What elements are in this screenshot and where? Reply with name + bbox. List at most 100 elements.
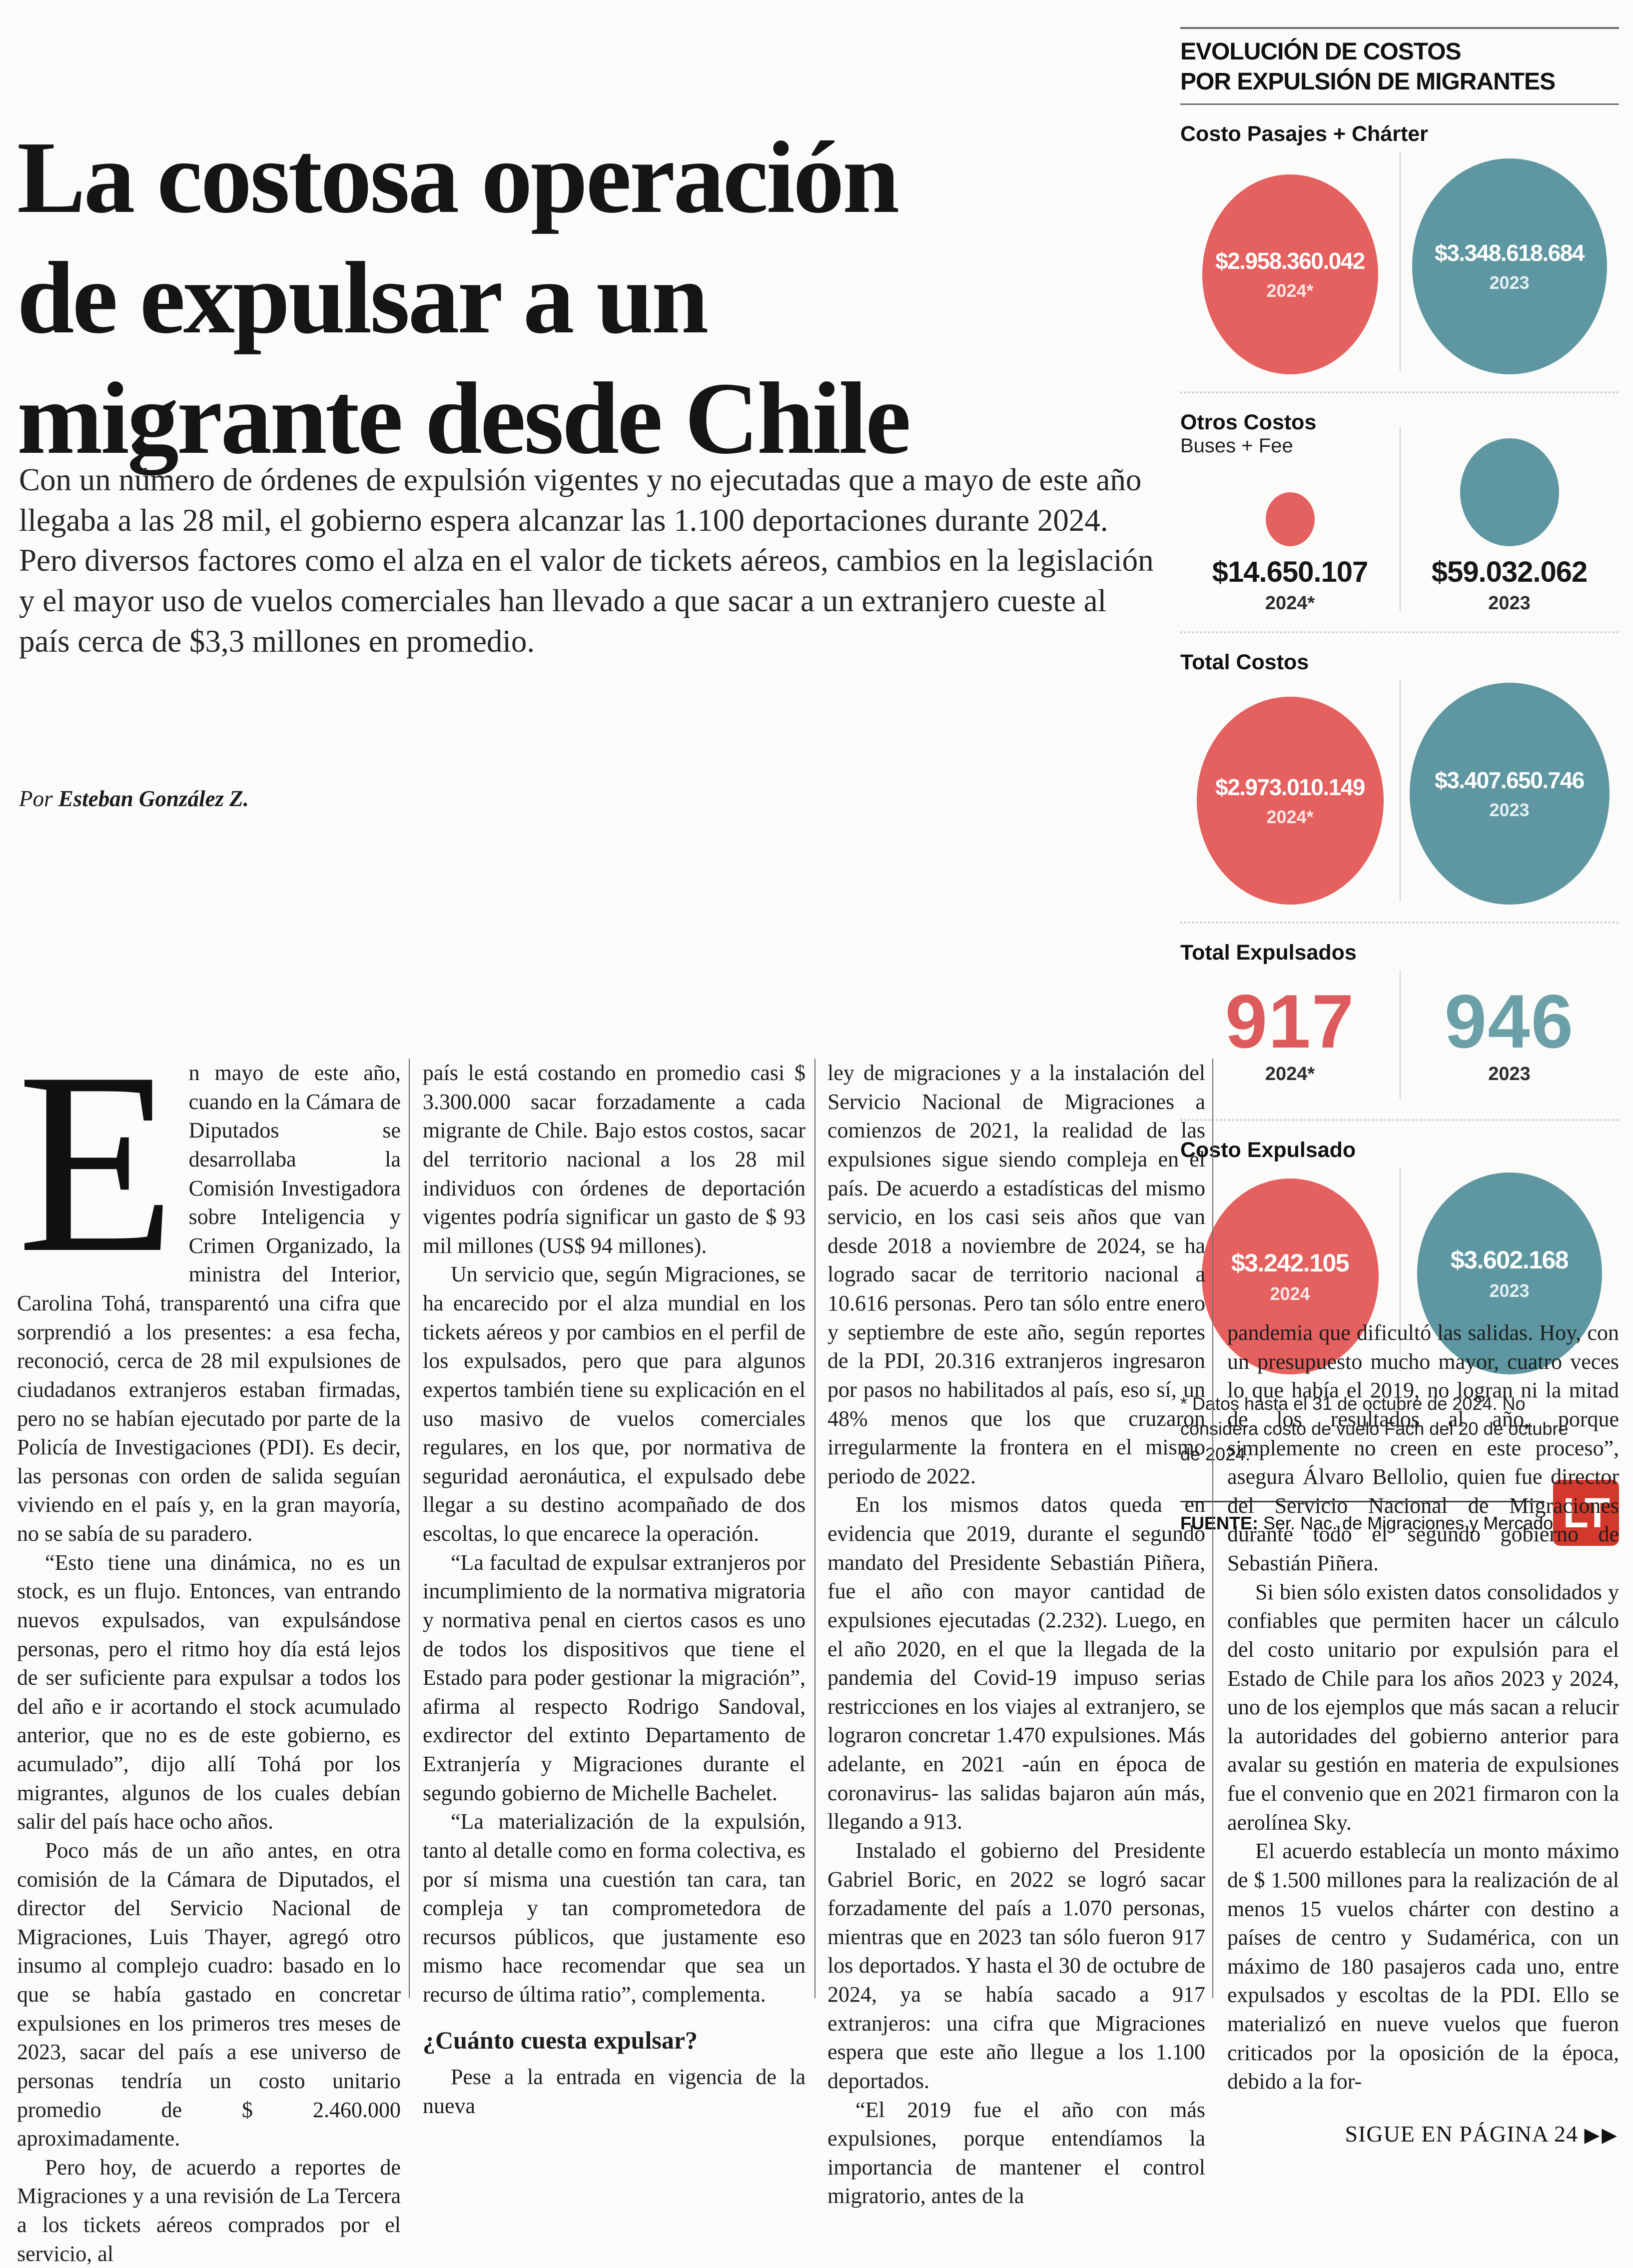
page-title-line-3: migrante desde Chile	[17, 361, 911, 476]
bubble-2023: $3.602.168 2023	[1417, 1172, 1602, 1374]
bubble-year: 2023	[1489, 1280, 1530, 1301]
infographic-source-block: FUENTE: Ser. Nac. de Migraciones y Merca…	[1180, 1480, 1619, 1560]
section-separator	[1180, 1119, 1619, 1121]
chart-costo-expulsado: $3.242.105 2024 $3.602.168 2023	[1180, 1164, 1619, 1374]
bubble-2024: $3.242.105 2024	[1201, 1178, 1379, 1374]
paragraph: Instalado el gobierno del Presidente Gab…	[827, 1838, 1205, 2093]
body-column-3: ley de migraciones y a la instalación de…	[827, 1059, 1205, 2211]
paragraph: pandemia que dificultó las salidas. Hoy,…	[1227, 1320, 1619, 1575]
bubble-year: 2024*	[1266, 280, 1314, 301]
paragraph: Pero hoy, de acuerdo a reportes de Migra…	[17, 2155, 401, 2266]
bubble-2024: $2.958.360.042 2024*	[1202, 174, 1378, 374]
section-label-costo-expulsado: Costo Expulsado	[1180, 1137, 1356, 1162]
chart-costo-pasajes: $2.958.360.042 2024* $3.348.618.684 2023	[1180, 148, 1619, 374]
chart-half-2023: $3.602.168 2023	[1400, 1172, 1619, 1374]
chart-otros-costos: $14.650.107 2024* $59.032.062 2023	[1180, 424, 1619, 614]
bubble-value: $3.407.650.746	[1435, 767, 1585, 793]
bubble-value: $3.242.105	[1231, 1248, 1350, 1277]
paragraph: “El 2019 fue el año con más expulsiones,…	[827, 2097, 1205, 2209]
bubble-2024: $2.973.010.149 2024*	[1196, 696, 1384, 905]
column-rule-2	[815, 1059, 816, 1998]
infographic-top-rule	[1180, 27, 1619, 29]
bubble-2023	[1460, 438, 1559, 546]
chart-half-2024: 917 2024*	[1180, 984, 1400, 1085]
bubble-value: $3.348.618.684	[1435, 239, 1585, 266]
paragraph: ley de migraciones y a la instalación de…	[827, 1061, 1205, 1488]
section-separator	[1180, 391, 1619, 393]
chart-half-2023: 946 2023	[1400, 984, 1619, 1085]
infographic-title: EVOLUCIÓN DE COSTOS POR EXPULSIÓN DE MIG…	[1180, 37, 1619, 97]
paragraph: país le está costando en promedio casi $…	[423, 1061, 806, 1258]
continuation-text: SIGUE EN PÁGINA 24	[1345, 2121, 1578, 2147]
column-divider	[1400, 1167, 1401, 1371]
infographic-title-rule	[1180, 103, 1619, 105]
byline-prefix: Por	[19, 786, 53, 811]
bubble-2024	[1265, 492, 1315, 546]
byline-author: Esteban González Z.	[58, 786, 249, 811]
byline: Por Esteban González Z.	[19, 786, 249, 812]
chart-half-2023: $3.348.618.684 2023	[1400, 158, 1619, 374]
section-label-costo-pasajes: Costo Pasajes + Chárter	[1180, 121, 1428, 146]
continuation-arrows-icon: ▶▶	[1584, 2123, 1619, 2146]
infographic-title-line-1: EVOLUCIÓN DE COSTOS	[1180, 38, 1462, 65]
section-label-otros-costos: Otros Costos	[1180, 410, 1317, 434]
bubble-year: 2023	[1489, 272, 1530, 293]
newspaper-page: { "article": { "title_lines": ["La costo…	[17, 27, 1619, 2266]
continuation-notice: SIGUE EN PÁGINA 24 ▶▶	[1227, 2119, 1619, 2149]
bubble-year: 2023	[1489, 799, 1530, 820]
body-column-4: pandemia que dificultó las salidas. Hoy,…	[1227, 1059, 1619, 2149]
section-label-total-costos: Total Costos	[1180, 650, 1309, 674]
bubble-year: 2023	[1488, 1064, 1531, 1085]
chart-half-2024: $14.650.107 2024*	[1180, 492, 1400, 614]
chart-half-2024: $3.242.105 2024	[1180, 1178, 1400, 1374]
article-lede: Con un número de órdenes de expulsión vi…	[19, 462, 1154, 659]
chart-half-2024: $2.973.010.149 2024*	[1180, 696, 1400, 905]
drop-cap: E	[17, 1019, 176, 1306]
paragraph: Pese a la entrada en vigencia de la nuev…	[423, 2065, 806, 2118]
body-column-2: país le está costando en promedio casi $…	[423, 1059, 806, 2120]
column-divider	[1400, 427, 1401, 611]
total-expulsados-2023: 946	[1444, 979, 1575, 1065]
chart-half-2023: $3.407.650.746 2023	[1400, 682, 1619, 905]
bubble-value: $14.650.107	[1212, 555, 1369, 588]
chart-total-expulsados: 917 2024* 946 2023	[1180, 967, 1619, 1102]
subhead-cuanto-cuesta-expulsar: ¿Cuánto cuesta expulsar?	[423, 2026, 698, 2054]
page-title-line-2: de expulsar a un	[17, 240, 709, 355]
section-separator	[1180, 631, 1619, 633]
column-divider	[1400, 970, 1401, 1099]
bubble-value: $3.602.168	[1450, 1245, 1569, 1274]
paragraph: “La materialización de la expulsión, tan…	[423, 1809, 806, 2007]
bubble-year: 2023	[1488, 592, 1531, 614]
paragraph: “Esto tiene una dinámica, no es un stock…	[17, 1550, 401, 1834]
paragraph: En los mismos datos queda en evidencia q…	[827, 1492, 1205, 1834]
source-rule	[1180, 1501, 1544, 1503]
infographic-footnote: * Datos hasta el 31 de octubre de 2024. …	[1180, 1393, 1569, 1464]
bubble-value: $59.032.062	[1431, 555, 1588, 588]
paragraph-text: n mayo de este año, cuando en la Cámara …	[17, 1061, 401, 1546]
bubble-2023: $3.348.618.684 2023	[1412, 158, 1607, 374]
section-separator	[1180, 921, 1619, 924]
cost-evolution-infographic: EVOLUCIÓN DE COSTOS POR EXPULSIÓN DE MIG…	[1180, 27, 1619, 1560]
chart-half-2024: $2.958.360.042 2024*	[1180, 174, 1400, 374]
paragraph: El acuerdo establecía un monto máximo de…	[1227, 1839, 1619, 2094]
chart-total-costos: $2.973.010.149 2024* $3.407.650.746 2023	[1180, 677, 1619, 905]
page-title-line-1: La costosa operación	[17, 120, 899, 235]
bubble-value: $2.973.010.149	[1215, 774, 1365, 800]
column-divider	[1400, 679, 1401, 902]
bubble-2023: $3.407.650.746 2023	[1409, 682, 1610, 905]
column-rule-1	[409, 1059, 410, 1998]
lt-logo: LT	[1553, 1480, 1619, 1546]
bubble-year: 2024*	[1265, 592, 1315, 614]
source-label: FUENTE:	[1180, 1513, 1258, 1534]
section-sublabel-buses-fee: Buses + Fee	[1180, 434, 1293, 457]
column-divider	[1400, 151, 1401, 371]
paragraph: “La facultad de expulsar extranjeros por…	[423, 1550, 806, 1805]
total-expulsados-2024: 917	[1225, 979, 1355, 1065]
paragraph: Si bien sólo existen datos consolidados …	[1227, 1579, 1619, 1835]
infographic-title-line-2: POR EXPULSIÓN DE MIGRANTES	[1180, 68, 1556, 95]
chart-half-2023: $59.032.062 2023	[1400, 438, 1619, 614]
paragraph: Un servicio que, según Migraciones, se h…	[423, 1262, 806, 1546]
